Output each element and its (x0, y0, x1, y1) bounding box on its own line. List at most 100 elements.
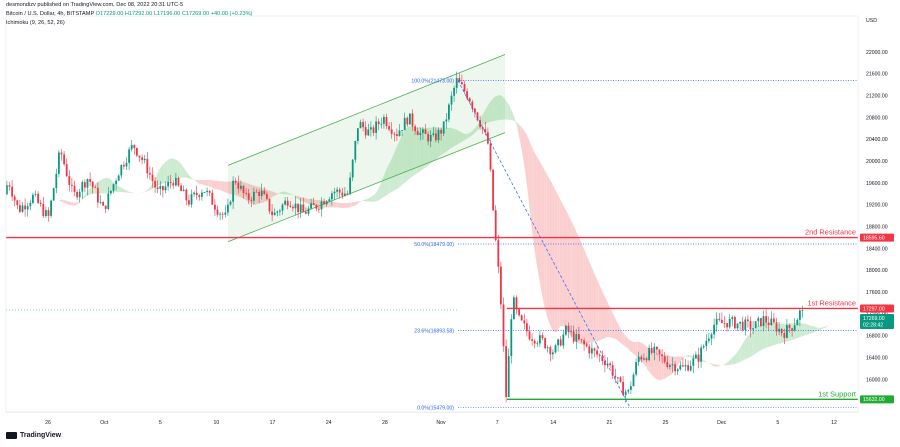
candle-body (349, 177, 351, 194)
cloud-segment (765, 322, 768, 348)
candle-body (375, 121, 377, 133)
candle-body (515, 297, 518, 310)
cloud-segment (245, 182, 248, 202)
candle-body (531, 339, 533, 341)
cloud-segment (445, 127, 448, 153)
cloud-segment (806, 323, 810, 335)
indicator-label[interactable]: Ichimoku (9, 26, 52, 26) (6, 20, 65, 26)
candle-body (557, 339, 559, 346)
cloud-segment (580, 241, 584, 345)
cloud-segment (172, 158, 175, 181)
candle-body (52, 188, 55, 201)
cloud-segment (502, 96, 506, 120)
cloud-segment (630, 340, 633, 354)
cloud-segment (544, 169, 547, 316)
time-axis[interactable]: 26 Oct 5 10 17 24 28 Nov 7 14 21 25 Dec 5 12 (6, 412, 858, 427)
fib-level-label: 23.6%(16893.58) (414, 328, 454, 334)
cloud-segment (151, 180, 155, 190)
cloud-segment (518, 123, 521, 146)
cloud-segment (817, 327, 820, 332)
candle-body (318, 208, 320, 210)
cloud-segment (385, 165, 389, 196)
ichimoku-cloud (32, 94, 828, 380)
price-tick-label: 16800.00 (866, 334, 888, 340)
candle-body (614, 375, 617, 378)
candle-body (138, 155, 141, 158)
cloud-segment (653, 351, 656, 380)
cloud-segment (167, 158, 170, 183)
cloud-segment (409, 126, 412, 180)
cloud-segment (825, 325, 828, 328)
cloud-segment (650, 349, 654, 377)
candle-body (419, 132, 422, 136)
cloud-segment (448, 127, 451, 151)
candle-body (133, 144, 136, 148)
candle-body (190, 194, 193, 205)
candle-body (437, 129, 440, 141)
cloud-segment (601, 289, 604, 340)
candle-body (435, 133, 437, 141)
cloud-segment (770, 322, 773, 347)
candle-body (65, 164, 68, 177)
candle-body (632, 374, 635, 387)
candle-body (154, 181, 156, 188)
candle-body (775, 322, 778, 332)
candle-body (718, 318, 721, 320)
candle-body (692, 358, 695, 366)
channel-fill (228, 54, 505, 242)
candle-body (455, 78, 458, 88)
cloud-segment (370, 196, 373, 202)
candle-body (536, 343, 539, 345)
cloud-segment (73, 202, 77, 206)
candle-body (240, 185, 242, 189)
cloud-segment (487, 102, 490, 123)
candle-body (734, 317, 736, 329)
candle-body (598, 354, 601, 356)
cloud-segment (541, 164, 545, 306)
candle-body (533, 340, 536, 344)
candle-body (123, 164, 125, 167)
candle-body (611, 365, 614, 376)
cloud-segment (34, 185, 38, 190)
price-tick-label: 20400.00 (866, 137, 888, 143)
time-tick-label: 24 (326, 420, 332, 426)
candle-body (458, 78, 461, 83)
candle-body (687, 365, 689, 371)
level-price-tag: 15632.00 (860, 395, 894, 404)
candle-body (689, 365, 692, 371)
candle-body (518, 309, 520, 316)
candle-body (24, 205, 26, 210)
cloud-segment (572, 223, 576, 341)
candle-body (385, 116, 388, 127)
candle-body (341, 192, 344, 196)
candle-body (323, 201, 325, 205)
cloud-segment (762, 322, 766, 350)
candle-body (232, 180, 234, 202)
time-tick-label: 5 (159, 420, 162, 426)
level-name: 2nd Resistance (805, 228, 856, 237)
candle-body (562, 334, 565, 346)
candle-body (216, 209, 219, 215)
candle-body (744, 319, 747, 331)
cloud-segment (565, 208, 568, 331)
candle-body (731, 317, 734, 319)
candle-body (510, 319, 513, 357)
candle-body (42, 203, 45, 217)
candle-body (26, 206, 29, 210)
candle-body (695, 354, 697, 359)
candle-body (604, 361, 606, 366)
candle-body (149, 173, 151, 175)
cloud-segment (414, 126, 417, 176)
candle-body (658, 349, 661, 355)
cloud-segment (718, 364, 721, 367)
cloud-segment (500, 94, 503, 120)
cloud-segment (32, 185, 35, 186)
time-tick-label: 26 (45, 420, 51, 426)
cloud-segment (481, 111, 485, 127)
candle-body (682, 365, 684, 367)
cloud-segment (84, 192, 87, 199)
candle-body (497, 240, 500, 267)
cloud-segment (279, 191, 282, 194)
time-tick-label: Dec (717, 420, 727, 426)
